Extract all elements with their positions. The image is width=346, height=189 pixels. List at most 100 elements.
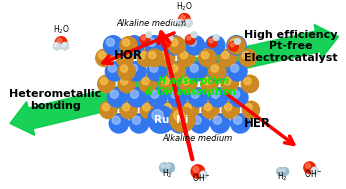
Circle shape bbox=[110, 90, 118, 98]
Circle shape bbox=[147, 62, 166, 81]
Circle shape bbox=[118, 63, 135, 80]
Circle shape bbox=[188, 38, 197, 46]
Circle shape bbox=[179, 14, 190, 25]
Circle shape bbox=[210, 114, 230, 133]
Circle shape bbox=[170, 64, 178, 72]
Circle shape bbox=[235, 39, 238, 42]
Circle shape bbox=[129, 64, 138, 72]
Circle shape bbox=[128, 38, 136, 46]
Circle shape bbox=[190, 64, 198, 72]
Circle shape bbox=[167, 35, 173, 40]
Circle shape bbox=[209, 38, 217, 46]
Circle shape bbox=[214, 36, 217, 38]
Circle shape bbox=[146, 49, 163, 67]
Circle shape bbox=[142, 36, 146, 40]
Circle shape bbox=[165, 163, 174, 173]
Circle shape bbox=[199, 49, 216, 67]
Circle shape bbox=[161, 38, 171, 47]
Circle shape bbox=[103, 36, 123, 55]
Circle shape bbox=[54, 43, 57, 47]
Circle shape bbox=[53, 42, 61, 50]
Circle shape bbox=[139, 75, 156, 93]
Circle shape bbox=[186, 20, 189, 23]
Circle shape bbox=[157, 49, 175, 67]
Circle shape bbox=[168, 37, 185, 54]
Circle shape bbox=[201, 75, 218, 93]
Circle shape bbox=[228, 62, 247, 81]
Circle shape bbox=[160, 51, 167, 59]
Circle shape bbox=[201, 51, 209, 59]
Circle shape bbox=[209, 88, 228, 107]
Text: Heterometallic
bonding: Heterometallic bonding bbox=[9, 89, 101, 111]
Circle shape bbox=[234, 116, 242, 124]
Circle shape bbox=[140, 101, 157, 119]
Text: & OH adsorption: & OH adsorption bbox=[145, 87, 236, 97]
Circle shape bbox=[170, 107, 195, 132]
Circle shape bbox=[230, 39, 238, 46]
Circle shape bbox=[112, 116, 120, 124]
Circle shape bbox=[219, 49, 236, 67]
Circle shape bbox=[210, 64, 219, 72]
Circle shape bbox=[167, 62, 186, 81]
Circle shape bbox=[180, 15, 185, 20]
Text: OH$^-$: OH$^-$ bbox=[304, 168, 323, 179]
Circle shape bbox=[311, 167, 318, 174]
Circle shape bbox=[148, 38, 156, 46]
Text: Alkaline medium: Alkaline medium bbox=[117, 19, 187, 28]
Circle shape bbox=[202, 101, 219, 119]
Circle shape bbox=[140, 35, 150, 44]
Circle shape bbox=[164, 103, 171, 111]
Circle shape bbox=[227, 36, 246, 55]
Circle shape bbox=[208, 38, 217, 47]
Text: OH$^-$: OH$^-$ bbox=[192, 172, 211, 183]
Circle shape bbox=[162, 77, 169, 85]
Circle shape bbox=[231, 64, 239, 72]
Circle shape bbox=[199, 49, 216, 67]
Circle shape bbox=[231, 114, 250, 133]
Circle shape bbox=[306, 163, 310, 168]
Circle shape bbox=[187, 62, 207, 81]
Circle shape bbox=[206, 36, 225, 55]
Circle shape bbox=[231, 90, 240, 98]
Circle shape bbox=[160, 75, 177, 93]
Circle shape bbox=[177, 49, 195, 67]
Circle shape bbox=[230, 43, 234, 47]
Circle shape bbox=[109, 114, 128, 133]
Circle shape bbox=[281, 168, 289, 175]
Circle shape bbox=[100, 101, 117, 119]
Circle shape bbox=[142, 77, 149, 85]
Circle shape bbox=[133, 116, 140, 124]
Circle shape bbox=[191, 90, 199, 98]
Circle shape bbox=[153, 116, 161, 124]
Circle shape bbox=[235, 39, 240, 44]
Circle shape bbox=[203, 77, 211, 85]
Circle shape bbox=[192, 33, 194, 35]
Circle shape bbox=[100, 77, 108, 85]
Circle shape bbox=[150, 64, 158, 72]
Circle shape bbox=[152, 110, 163, 121]
Text: HOR: HOR bbox=[114, 50, 143, 62]
Circle shape bbox=[193, 167, 199, 172]
Circle shape bbox=[148, 51, 156, 59]
Circle shape bbox=[102, 103, 110, 111]
Circle shape bbox=[148, 88, 167, 107]
Circle shape bbox=[151, 90, 159, 98]
Circle shape bbox=[229, 42, 238, 51]
Circle shape bbox=[125, 36, 144, 55]
Circle shape bbox=[98, 51, 106, 59]
Circle shape bbox=[177, 20, 181, 23]
Circle shape bbox=[211, 90, 219, 98]
Circle shape bbox=[116, 49, 133, 67]
Circle shape bbox=[168, 88, 187, 107]
Circle shape bbox=[187, 36, 191, 40]
Circle shape bbox=[182, 101, 199, 119]
Text: H$_2$: H$_2$ bbox=[277, 170, 288, 183]
Text: Ru: Ru bbox=[154, 115, 169, 125]
Circle shape bbox=[201, 51, 209, 59]
Circle shape bbox=[191, 165, 204, 178]
Circle shape bbox=[120, 77, 128, 85]
Circle shape bbox=[148, 106, 175, 133]
Circle shape bbox=[145, 36, 164, 55]
Circle shape bbox=[137, 49, 155, 67]
Circle shape bbox=[163, 39, 167, 43]
